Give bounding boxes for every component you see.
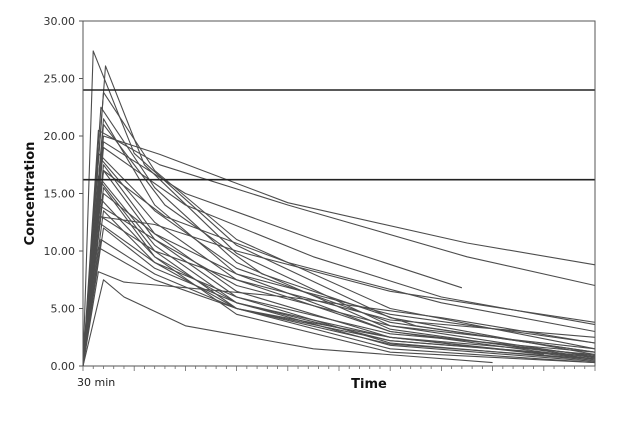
series-line-23 xyxy=(82,227,596,367)
y-axis-ticks: 0.00 5.00 10.00 15.00 20.00 25.00 30.00 xyxy=(44,15,83,373)
y-tick-label: 10.00 xyxy=(44,245,76,258)
series-line-14 xyxy=(82,175,596,367)
y-tick-label: 5.00 xyxy=(51,303,76,316)
series-line-29 xyxy=(82,123,596,367)
y-tick-label: 30.00 xyxy=(44,15,76,28)
series-line-20 xyxy=(82,210,596,367)
x-axis-ticks: 30 min xyxy=(77,366,596,389)
series-line-3 xyxy=(82,91,596,367)
series-line-4 xyxy=(82,106,596,367)
series-line-21 xyxy=(82,215,596,367)
y-tick-label: 15.00 xyxy=(44,188,76,201)
x-tick-label: 30 min xyxy=(77,376,115,389)
reference-lines xyxy=(83,89,595,181)
series-line-8 xyxy=(82,141,463,367)
y-tick-label: 25.00 xyxy=(44,73,76,86)
series-lines xyxy=(82,50,596,367)
series-line-6 xyxy=(82,129,596,367)
series-line-24 xyxy=(82,238,585,367)
series-line-26 xyxy=(82,271,596,367)
series-line-25 xyxy=(82,246,544,367)
series-line-19 xyxy=(82,204,596,367)
x-axis-label: Time xyxy=(351,377,387,392)
series-line-30 xyxy=(82,215,596,367)
y-axis-label: Concentration xyxy=(23,142,38,246)
y-tick-label: 20.00 xyxy=(44,130,76,143)
series-line-28 xyxy=(82,169,596,367)
series-line-9 xyxy=(82,146,596,367)
series-line-27 xyxy=(82,279,493,367)
series-line-1 xyxy=(82,50,596,367)
y-tick-label: 0.00 xyxy=(51,360,76,373)
